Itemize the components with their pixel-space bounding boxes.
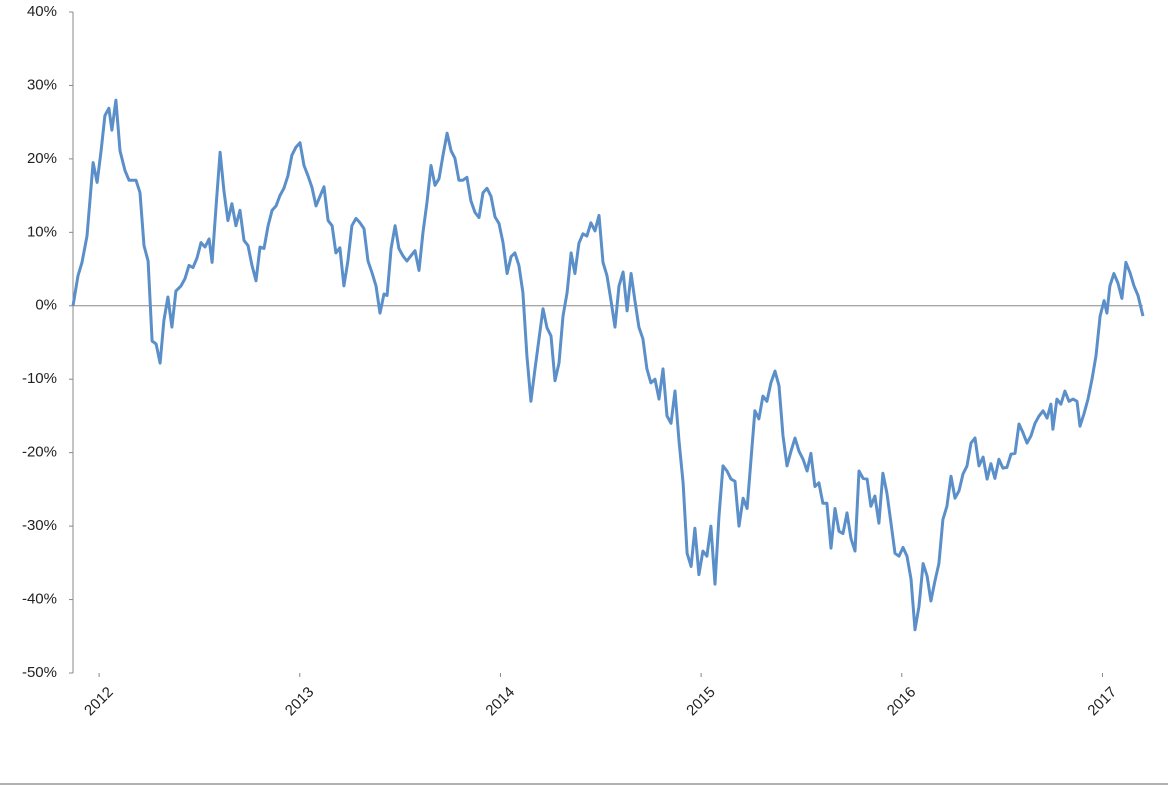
data-line <box>71 98 1145 632</box>
y-tick-label: -40% <box>22 591 57 608</box>
x-tick-label: 2016 <box>884 684 920 720</box>
y-tick-label: -10% <box>22 370 57 387</box>
y-tick-label: 40% <box>27 3 57 20</box>
x-tick-label: 2017 <box>1084 684 1120 720</box>
y-tick-label: -30% <box>22 517 57 534</box>
x-tick-label: 2012 <box>81 684 117 720</box>
y-tick-label: -20% <box>22 444 57 461</box>
y-tick-label: 20% <box>27 150 57 167</box>
y-tick-label: 10% <box>27 223 57 240</box>
x-tick-label: 2013 <box>282 684 318 720</box>
y-tick-label: 0% <box>35 297 57 314</box>
y-tick-label: 30% <box>27 76 57 93</box>
x-tick-label: 2015 <box>683 684 719 720</box>
x-tick-label: 2014 <box>482 684 518 720</box>
y-tick-label: -50% <box>22 664 57 681</box>
